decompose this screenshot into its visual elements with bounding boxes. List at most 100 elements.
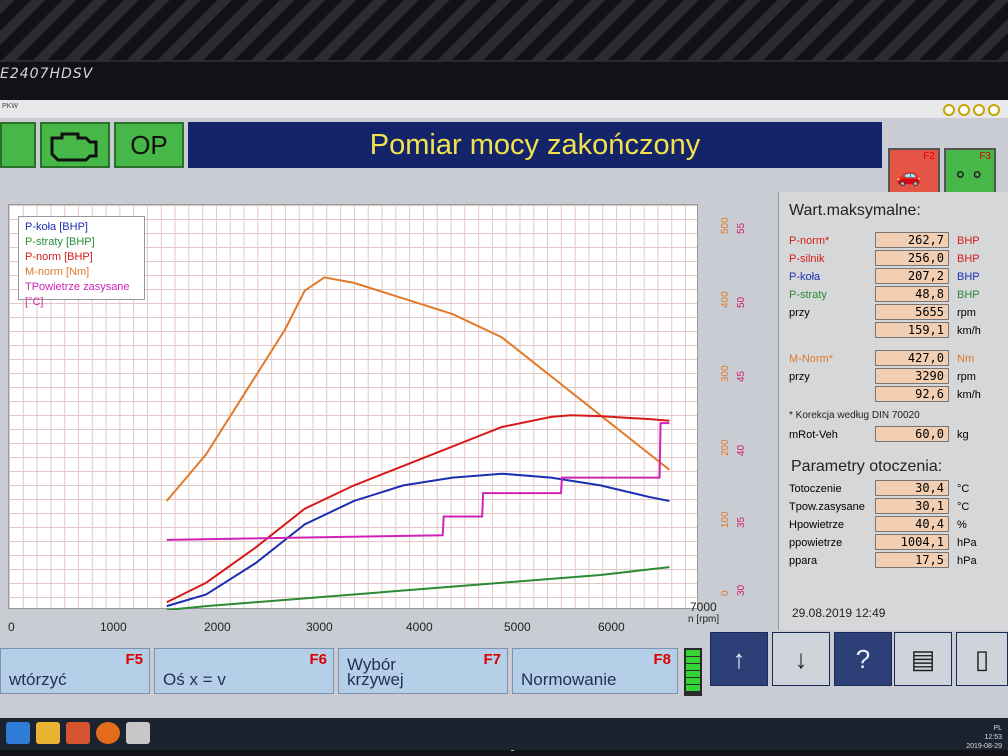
print-button[interactable]: ▤	[894, 632, 952, 686]
f6-button[interactable]: F6 Oś x = v	[154, 648, 334, 694]
row-hpowietrze-value: 40,4	[875, 516, 949, 532]
row-pkola-value: 207,2	[875, 268, 949, 284]
row-tpow-unit: °C	[957, 501, 970, 513]
correction-note: * Korekcja według DIN 70020	[789, 410, 920, 421]
engine-icon[interactable]	[40, 122, 110, 168]
row-przy-value: 5655	[875, 304, 949, 320]
exit-button[interactable]: ▯	[956, 632, 1008, 686]
y-right-tick-45: 45	[736, 370, 747, 382]
chart-legend: P-koła [BHP] P-straty [BHP] P-norm [BHP]…	[18, 216, 145, 308]
up-arrow-button[interactable]: ↑	[710, 632, 768, 686]
series-line-2	[166, 472, 670, 608]
window-buttons	[943, 104, 1000, 116]
f8-button[interactable]: F8 Normowanie	[512, 648, 678, 694]
f5-number: F5	[125, 651, 143, 668]
legend-item-tpow: TPowietrze zasysane [°C]	[25, 281, 130, 308]
row-pkola: P-koła 207,2 BHP	[779, 268, 1008, 286]
win-button-4[interactable]	[988, 104, 1000, 116]
legend-item-pkola: P-koła [BHP]	[25, 221, 88, 233]
dyno-icon: 🚗	[896, 165, 921, 187]
y-left-tick-400: 400	[720, 291, 731, 308]
row-tpow-value: 30,1	[875, 498, 949, 514]
edge-icon[interactable]	[6, 722, 30, 744]
led-indicator	[684, 648, 702, 696]
series-line-1	[166, 414, 670, 604]
series-line-0	[165, 276, 671, 502]
media-icon[interactable]	[66, 722, 90, 744]
door-icon: ▯	[974, 643, 990, 674]
row-ppara-label: ppara	[789, 555, 818, 567]
firefox-icon[interactable]	[96, 722, 120, 744]
f2-label: F2	[923, 151, 935, 162]
up-arrow-icon: ↑	[732, 643, 746, 674]
down-arrow-button[interactable]: ↓	[772, 632, 830, 686]
f7-number: F7	[483, 651, 501, 668]
row-psilnik-value: 256,0	[875, 250, 949, 266]
win-button-3[interactable]	[973, 104, 985, 116]
row-mass-unit: kg	[957, 429, 969, 441]
f5-label: wtórzyć	[9, 670, 67, 689]
y-right-tick-35: 35	[736, 516, 747, 528]
app-icon[interactable]	[126, 722, 150, 744]
y-left-tick-100: 100	[720, 511, 731, 528]
row-mass: mRot-Veh 60,0 kg	[779, 426, 1008, 444]
f2-button[interactable]: F2 🚗	[888, 148, 940, 194]
f6-label: Oś x = v	[163, 670, 226, 689]
f5-button[interactable]: F5 wtórzyć	[0, 648, 150, 694]
y-right-tick-55: 55	[736, 222, 747, 234]
row-psilnik-unit: BHP	[957, 253, 980, 265]
row-ppowietrze-value: 1004,1	[875, 534, 949, 550]
row-pstraty-value: 48,8	[875, 286, 949, 302]
row-przy-rpm: przy 5655 rpm	[779, 304, 1008, 322]
row-ppara-unit: hPa	[957, 555, 977, 567]
car-icon[interactable]	[0, 122, 36, 168]
env-heading: Parametry otoczenia:	[791, 458, 943, 475]
row-pstraty-label: P-straty	[789, 289, 827, 301]
row-hpowietrze: Hpowietrze 40,4 %	[779, 516, 1008, 534]
row-ppowietrze-label: ppowietrze	[789, 537, 843, 549]
row-mnorm-rpm-label: przy	[789, 371, 810, 383]
row-totoczenie-unit: °C	[957, 483, 970, 495]
row-ppowietrze-unit: hPa	[957, 537, 977, 549]
y-left-tick-500: 500	[720, 217, 731, 234]
row-pnorm: P-norm* 262,7 BHP	[779, 232, 1008, 250]
row-przy-label: przy	[789, 307, 810, 319]
language[interactable]: PL	[993, 725, 1002, 732]
y-left-tick-300: 300	[720, 365, 731, 382]
row-ppara: ppara 17,5 hPa	[779, 552, 1008, 570]
help-icon: ?	[855, 643, 871, 674]
folder-icon[interactable]	[36, 722, 60, 744]
row-psilnik: P-silnik 256,0 BHP	[779, 250, 1008, 268]
row-mnorm-kmh-value: 92,6	[875, 386, 949, 402]
row-ppara-value: 17,5	[875, 552, 949, 568]
legend-item-mnorm: M-norm [Nm]	[25, 266, 90, 278]
x-tick-3000: 3000	[306, 620, 333, 634]
system-tray: PL 12:53 2019-08-29	[966, 724, 1002, 750]
op-button[interactable]: OP	[114, 122, 184, 168]
row-ppowietrze: ppowietrze 1004,1 hPa	[779, 534, 1008, 552]
clock-date[interactable]: 2019-08-29	[966, 743, 1002, 750]
row-pnorm-label: P-norm*	[789, 235, 830, 247]
max-values-panel: Wart.maksymalne: P-norm* 262,7 BHP P-sil…	[778, 192, 1008, 630]
f3-button[interactable]: F3 ⚬⚬	[944, 148, 996, 194]
x-tick-0: 0	[8, 620, 15, 634]
row-pstraty: P-straty 48,8 BHP	[779, 286, 1008, 304]
row-totoczenie-value: 30,4	[875, 480, 949, 496]
win-button-2[interactable]	[958, 104, 970, 116]
row-mnorm-label: M-Norm*	[789, 353, 833, 365]
help-button[interactable]: ?	[834, 632, 892, 686]
row-tpow: Tpow.zasysane 30,1 °C	[779, 498, 1008, 516]
page-title: Pomiar mocy zakończony	[188, 122, 882, 168]
row-pkola-unit: BHP	[957, 271, 980, 283]
x-axis-label: n [rpm]	[688, 614, 720, 625]
series-line-4	[166, 422, 670, 541]
row-pstraty-unit: BHP	[957, 289, 980, 301]
down-arrow-icon: ↓	[794, 643, 808, 674]
row-hpowietrze-unit: %	[957, 519, 967, 531]
row-mnorm-rpm-unit: rpm	[957, 371, 976, 383]
row-pkola-label: P-koła	[789, 271, 821, 283]
clock-time[interactable]: 12:53	[984, 734, 1002, 741]
f7-button[interactable]: F7 Wybór krzywej	[338, 648, 508, 694]
f6-number: F6	[309, 651, 327, 668]
win-button-1[interactable]	[943, 104, 955, 116]
